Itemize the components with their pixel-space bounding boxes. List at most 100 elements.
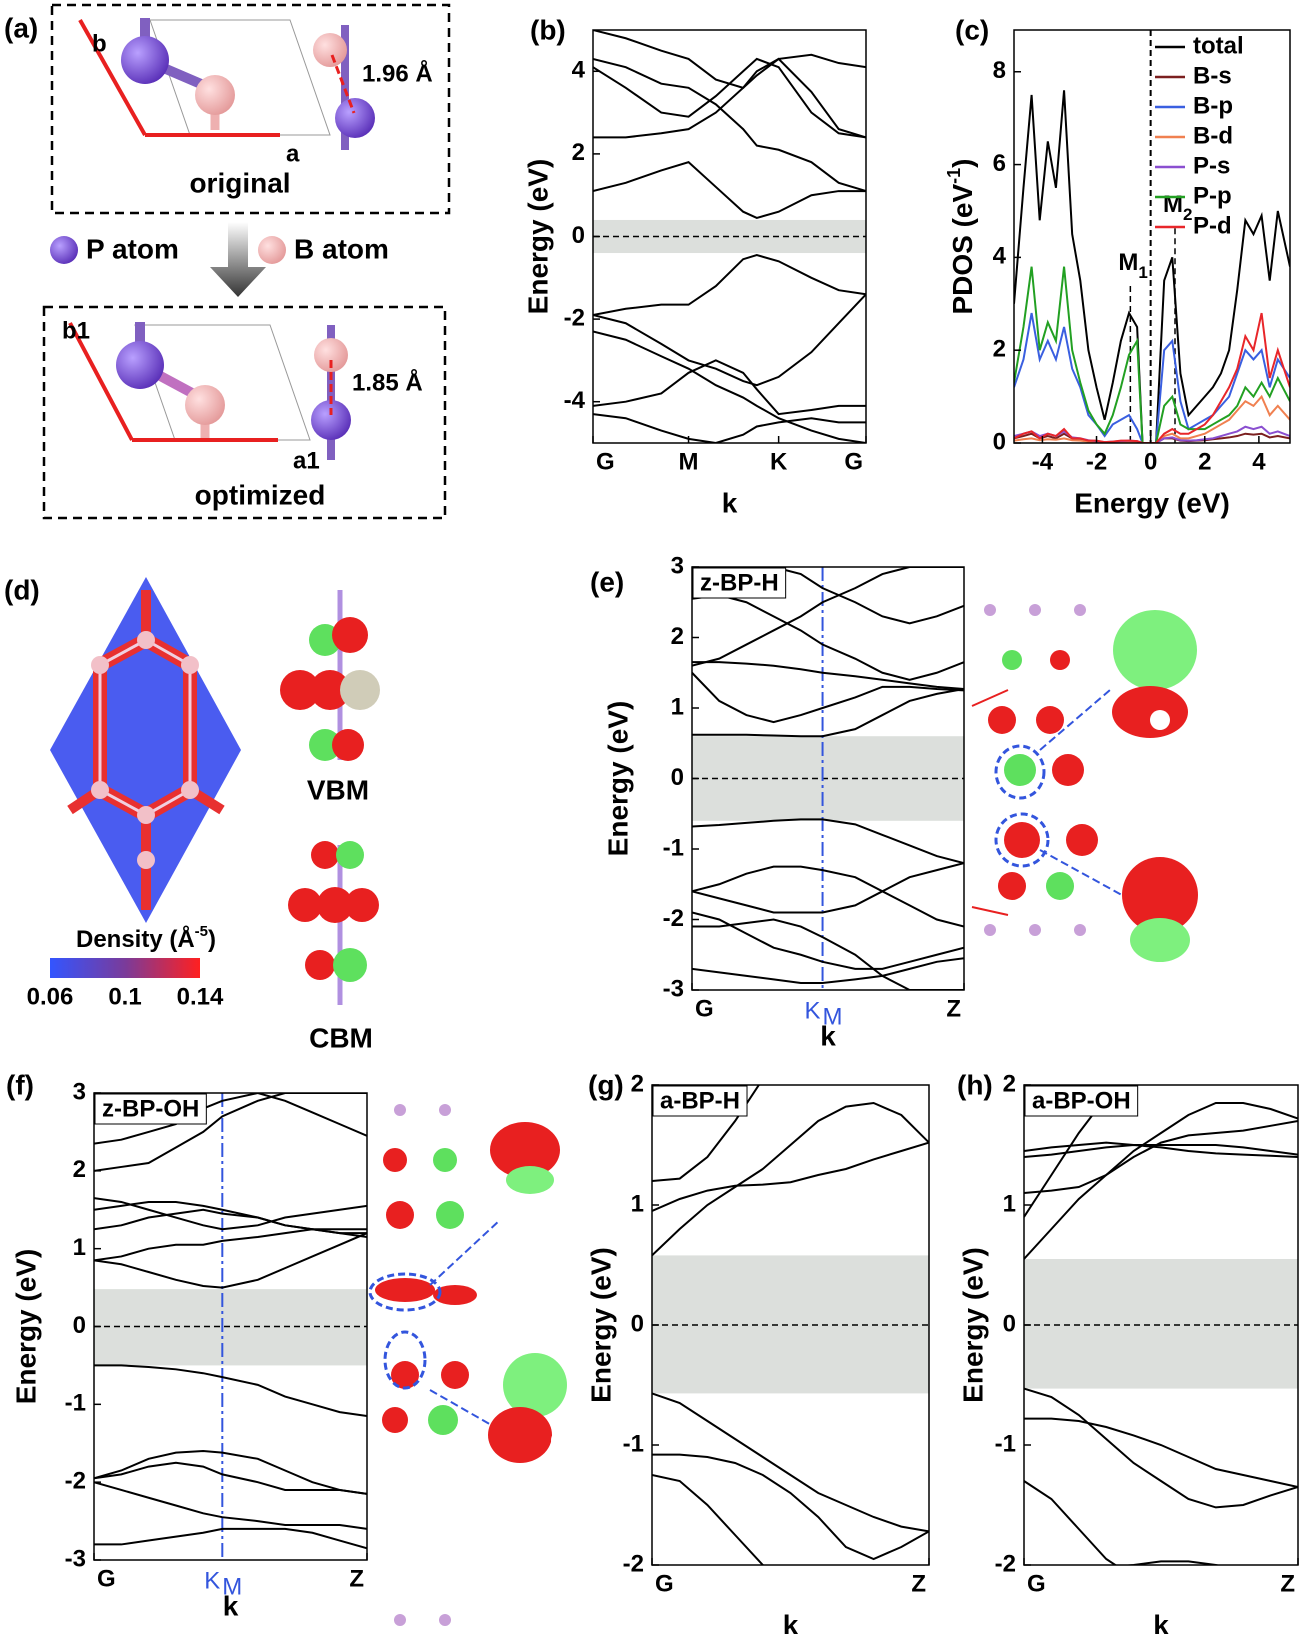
series-line bbox=[652, 1141, 929, 1212]
caption: original bbox=[189, 167, 290, 198]
panel-label: (a) bbox=[4, 12, 38, 43]
y-tick-label: -3 bbox=[65, 1545, 86, 1572]
series-line bbox=[94, 1208, 367, 1238]
legend-label: P-d bbox=[1193, 212, 1232, 239]
x-axis-title: k bbox=[223, 1590, 239, 1621]
b-atom bbox=[314, 338, 348, 372]
legend-label: B-d bbox=[1193, 122, 1233, 149]
marker-label-sub: 2 bbox=[1183, 205, 1192, 224]
colorbar-title-text: ) bbox=[208, 926, 216, 953]
series-line bbox=[1014, 432, 1290, 443]
series-line bbox=[692, 594, 964, 681]
kpoint-label: K bbox=[204, 1567, 220, 1594]
series-line bbox=[593, 254, 866, 316]
y-tick-label: 0 bbox=[1003, 1310, 1016, 1337]
marker-label-sub: 1 bbox=[1138, 263, 1147, 282]
x-tick-label: Z bbox=[911, 1570, 926, 1597]
series-line bbox=[1014, 312, 1290, 443]
axis-b bbox=[78, 19, 147, 136]
colorbar-title-text: Density (Å bbox=[76, 925, 195, 953]
y-tick-label: 0 bbox=[993, 428, 1006, 455]
series-line bbox=[593, 359, 866, 416]
series-line bbox=[94, 1197, 367, 1231]
series-line bbox=[692, 672, 964, 724]
inset-f bbox=[368, 1104, 569, 1626]
p-atom bbox=[116, 341, 164, 389]
legend-text: P atom bbox=[86, 233, 179, 264]
series-line bbox=[1014, 266, 1290, 443]
legend-b bbox=[258, 236, 286, 264]
axis-b bbox=[68, 322, 134, 441]
series-line bbox=[652, 1453, 929, 1561]
y-tick-label: 2 bbox=[572, 139, 585, 166]
p-atom bbox=[335, 98, 375, 138]
inset-e bbox=[971, 604, 1198, 962]
y-tick-label: 4 bbox=[993, 243, 1007, 270]
b-atom bbox=[185, 385, 225, 425]
y-axis-title: PDOS (eV-1) bbox=[944, 158, 979, 314]
y-tick-label: 3 bbox=[73, 1078, 86, 1105]
x-tick-label: -4 bbox=[1032, 448, 1054, 475]
title-box bbox=[652, 1085, 748, 1117]
chart-title: z-BP-OH bbox=[102, 1095, 199, 1122]
x-tick-label: Z bbox=[349, 1565, 364, 1592]
legend-label: B-p bbox=[1193, 92, 1233, 119]
b-atom bbox=[313, 33, 347, 67]
panel-d: (d) Density (Å-5) 0.06 0.1 0.14 VBM CBM bbox=[4, 574, 380, 1053]
y-tick-label: -1 bbox=[995, 1430, 1016, 1457]
y-axis-title-part: PDOS (eV bbox=[947, 183, 978, 314]
y-tick-label: -2 bbox=[663, 905, 684, 932]
series-line bbox=[692, 911, 964, 970]
series-line bbox=[692, 818, 964, 865]
series-line bbox=[94, 1228, 367, 1262]
x-tick-label: 4 bbox=[1252, 448, 1266, 475]
series-line bbox=[692, 661, 964, 690]
y-tick-label: 2 bbox=[993, 336, 1006, 363]
y-tick-label: 1 bbox=[631, 1190, 644, 1217]
chart-title: a-BP-OH bbox=[1032, 1087, 1131, 1114]
x-tick-label: Z bbox=[1280, 1570, 1295, 1597]
kpoint-label: K bbox=[805, 997, 821, 1024]
vbm-orbitals bbox=[280, 590, 380, 761]
y-axis-title: Energy (eV) bbox=[957, 1247, 988, 1403]
box bbox=[50, 3, 451, 215]
y-tick-label: -4 bbox=[564, 387, 586, 414]
cell bbox=[149, 19, 331, 136]
p-atom bbox=[311, 400, 351, 440]
y-tick-label: 2 bbox=[1003, 1070, 1016, 1097]
series-line bbox=[692, 957, 964, 984]
gap-shade bbox=[94, 1289, 367, 1366]
y-axis-title: Energy (eV) bbox=[10, 1249, 41, 1405]
bond-length bbox=[330, 54, 356, 114]
series-line bbox=[652, 1101, 929, 1257]
y-axis-title: Energy (eV) bbox=[522, 159, 553, 315]
legend-label: P-s bbox=[1193, 152, 1230, 179]
panel-label: (g) bbox=[588, 1069, 624, 1100]
x-axis-title: k bbox=[722, 487, 738, 518]
colorbar-tick: 0.06 bbox=[27, 983, 74, 1010]
chart-title: z-BP-H bbox=[700, 569, 779, 596]
y-tick-label: -1 bbox=[663, 834, 684, 861]
vbm-label: VBM bbox=[307, 774, 369, 805]
y-axis-title: Energy (eV) bbox=[585, 1247, 616, 1403]
x-tick-label: G bbox=[97, 1565, 116, 1592]
x-tick-label: Z bbox=[946, 995, 961, 1022]
x-tick-label: -2 bbox=[1086, 448, 1107, 475]
gap-shade bbox=[1024, 1259, 1298, 1389]
y-tick-label: 1 bbox=[671, 693, 684, 720]
y-tick-label: 0 bbox=[572, 222, 585, 249]
series-line bbox=[94, 1527, 367, 1550]
title-box bbox=[1024, 1085, 1139, 1117]
legend-label: B-s bbox=[1193, 62, 1232, 89]
y-tick-label: -1 bbox=[623, 1430, 644, 1457]
cbm-label: CBM bbox=[309, 1022, 373, 1053]
series-line bbox=[94, 1232, 367, 1289]
title-box bbox=[692, 567, 787, 599]
x-axis-title: k bbox=[783, 1609, 799, 1634]
y-tick-label: 6 bbox=[993, 150, 1006, 177]
series-line bbox=[1024, 1085, 1117, 1218]
x-tick-label: G bbox=[655, 1570, 674, 1597]
colorbar-title-sup: -5 bbox=[195, 923, 208, 940]
cbm-orbitals bbox=[288, 841, 379, 1005]
